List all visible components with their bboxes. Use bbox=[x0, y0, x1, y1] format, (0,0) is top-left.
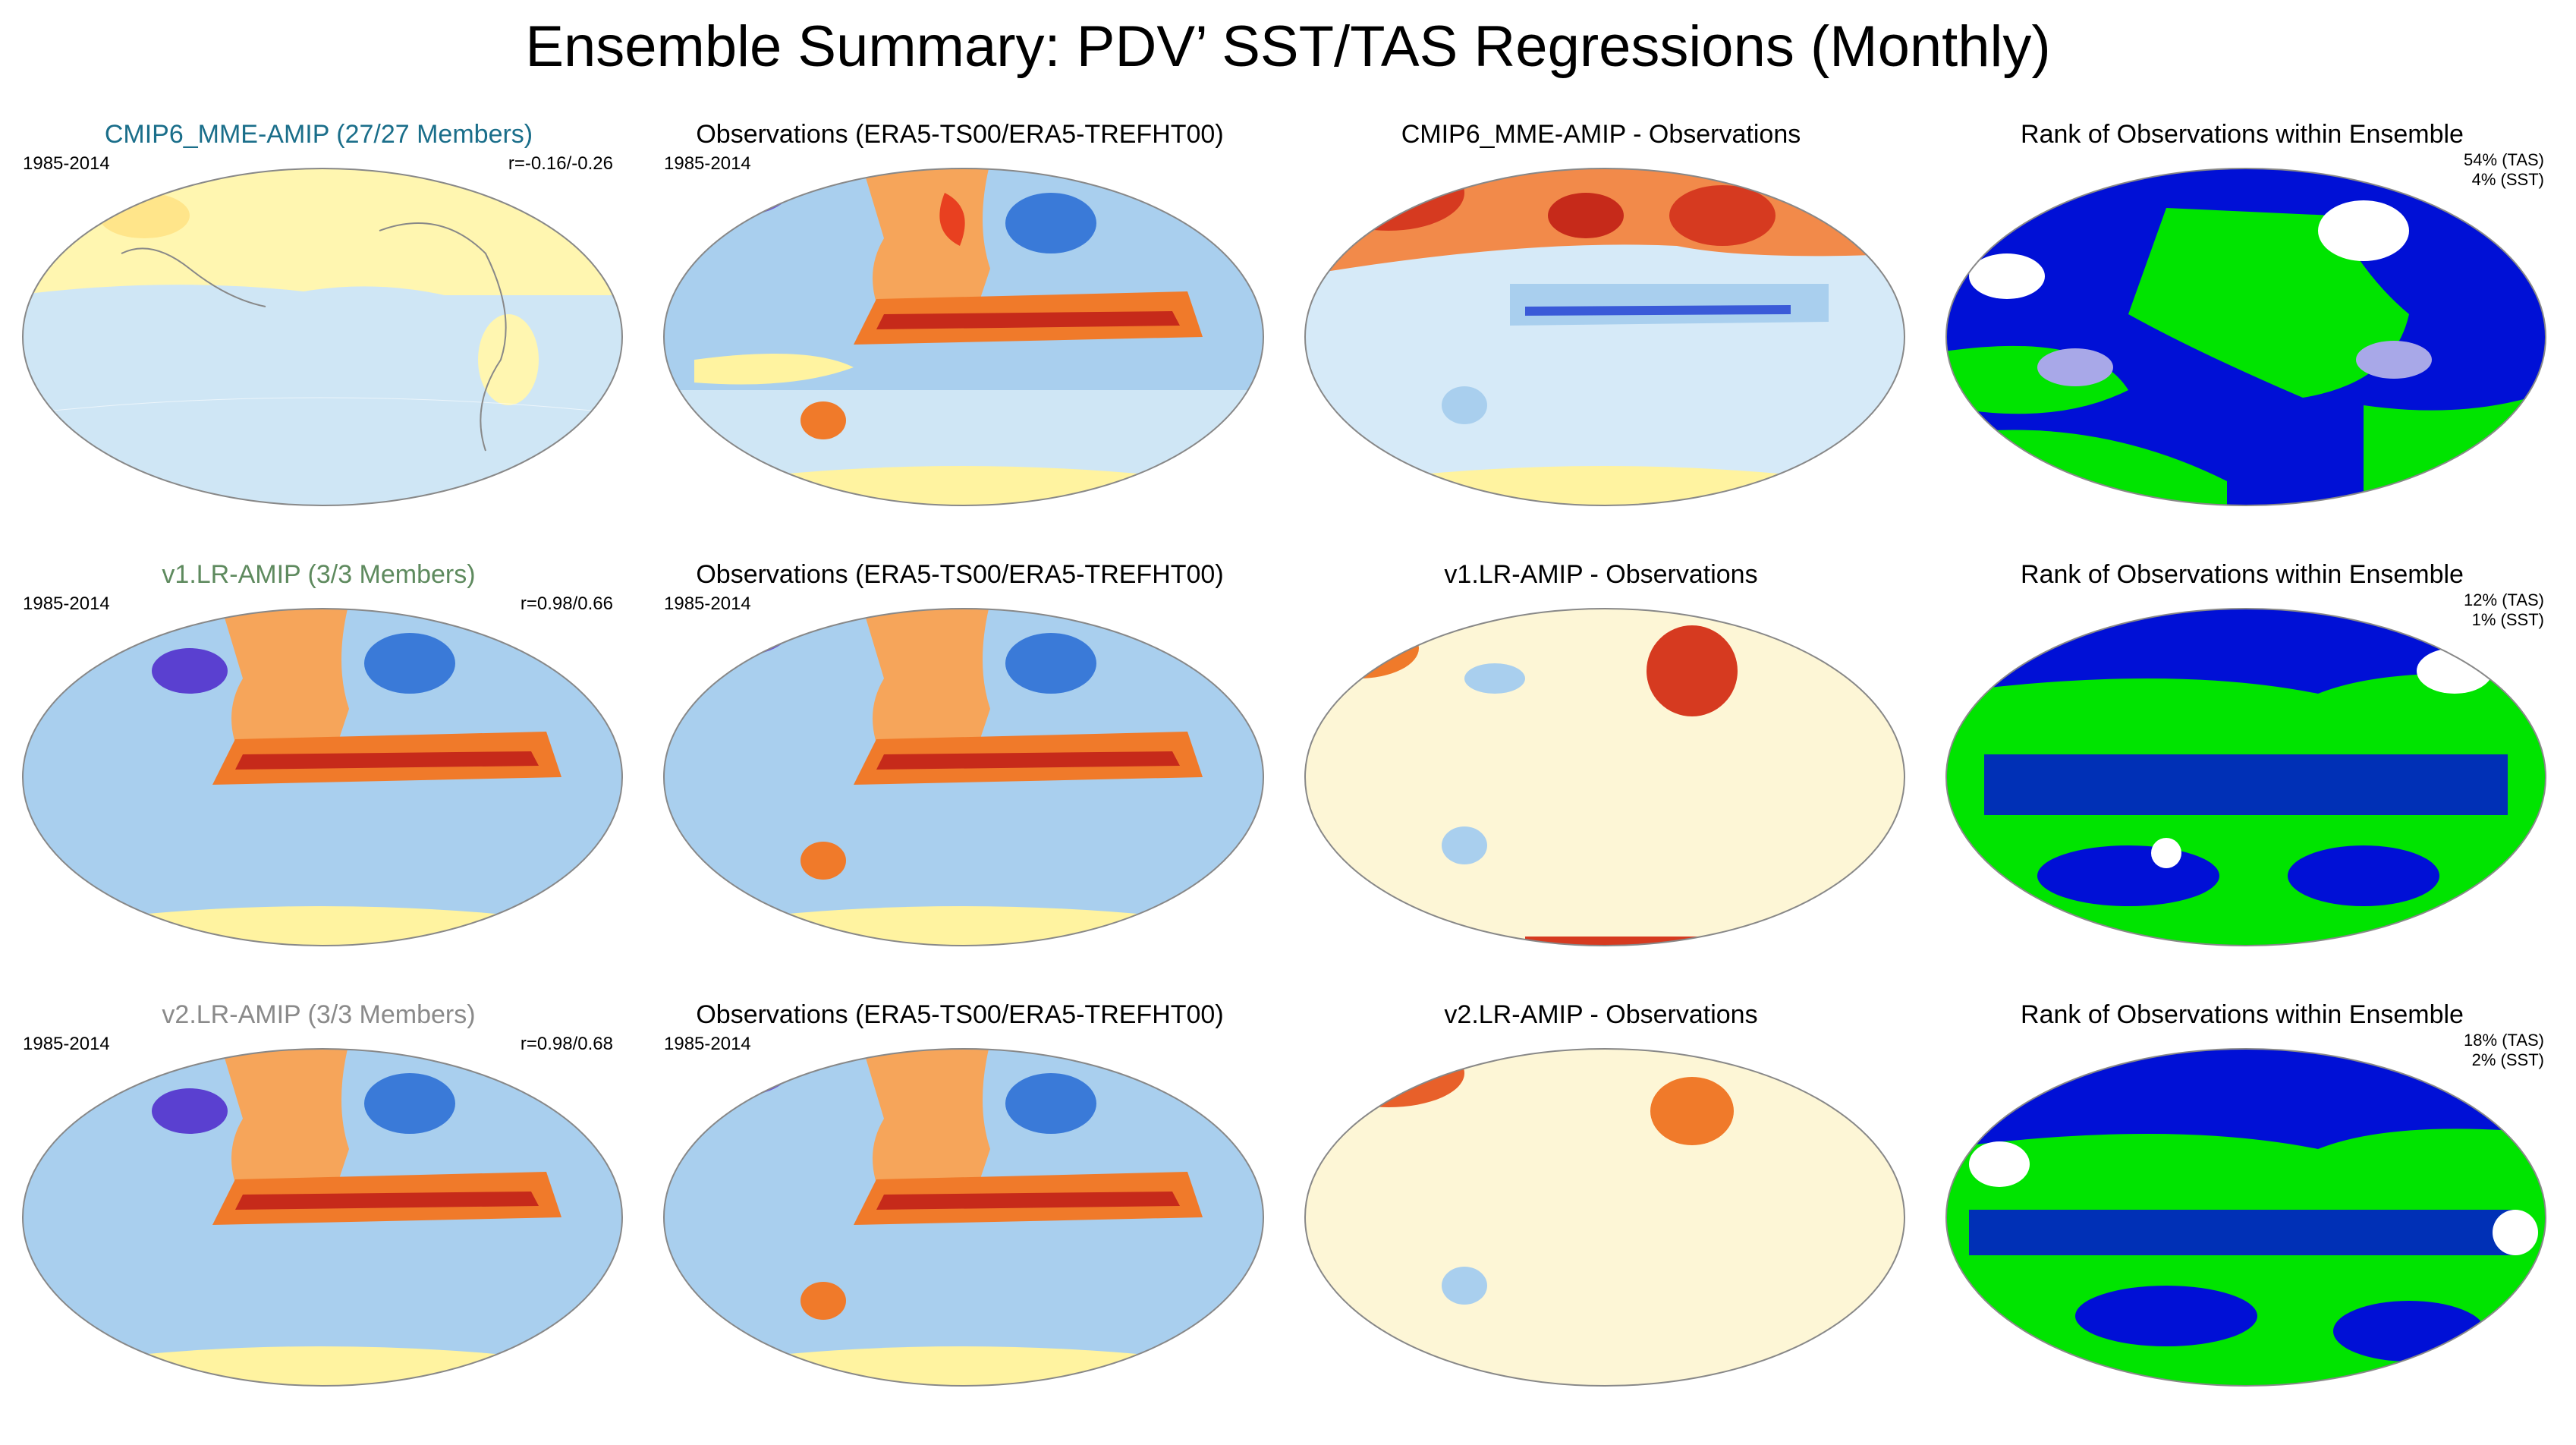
panel-rank: Rank of Observations within Ensemble 18%… bbox=[1931, 1000, 2553, 1402]
panel-title: Rank of Observations within Ensemble bbox=[2021, 120, 2464, 149]
correlation-label: r=-0.16/-0.26 bbox=[508, 153, 613, 174]
period-label: 1985-2014 bbox=[23, 153, 110, 174]
panel-observations: Observations (ERA5-TS00/ERA5-TREFHT00) 1… bbox=[649, 1000, 1271, 1402]
panel-v2-model: v2.LR-AMIP (3/3 Members) 1985-2014 r=0.9… bbox=[8, 1000, 630, 1402]
rank-tas-label: 18% (TAS) bbox=[2464, 1031, 2544, 1050]
period-label: 1985-2014 bbox=[664, 593, 751, 614]
panel-title: Rank of Observations within Ensemble bbox=[2021, 1000, 2464, 1029]
panel-rank: Rank of Observations within Ensemble 12%… bbox=[1931, 560, 2553, 962]
panel-observations: Observations (ERA5-TS00/ERA5-TREFHT00) 1… bbox=[649, 560, 1271, 962]
panel-title: CMIP6_MME-AMIP (27/27 Members) bbox=[104, 120, 533, 149]
rank-sst-label: 1% (SST) bbox=[2471, 610, 2544, 629]
rank-sst-label: 4% (SST) bbox=[2471, 170, 2544, 189]
figure-title: Ensemble Summary: PDV’ SST/TAS Regressio… bbox=[525, 14, 2051, 79]
rank-sst-label: 2% (SST) bbox=[2471, 1050, 2544, 1069]
map-difference bbox=[1297, 1043, 1912, 1392]
panel-cmip6-model: CMIP6_MME-AMIP (27/27 Members) 1985-2014… bbox=[8, 120, 630, 522]
panel-title: v1.LR-AMIP (3/3 Members) bbox=[162, 560, 476, 589]
panel-title: CMIP6_MME-AMIP - Observations bbox=[1401, 120, 1801, 149]
map-difference bbox=[1297, 603, 1912, 952]
map-rank bbox=[1939, 1043, 2553, 1392]
rank-tas-label: 54% (TAS) bbox=[2464, 150, 2544, 169]
panel-title: v2.LR-AMIP (3/3 Members) bbox=[162, 1000, 476, 1029]
panel-title: Observations (ERA5-TS00/ERA5-TREFHT00) bbox=[696, 120, 1224, 149]
panel-title: v2.LR-AMIP - Observations bbox=[1444, 1000, 1758, 1029]
period-label: 1985-2014 bbox=[664, 153, 751, 174]
map-observations bbox=[656, 162, 1271, 512]
map-observations bbox=[656, 603, 1271, 952]
map-rank bbox=[1939, 162, 2553, 512]
panel-rank: Rank of Observations within Ensemble 54%… bbox=[1931, 120, 2553, 522]
panel-title: v1.LR-AMIP - Observations bbox=[1444, 560, 1758, 589]
panel-title: Rank of Observations within Ensemble bbox=[2021, 560, 2464, 589]
panel-difference: CMIP6_MME-AMIP - Observations bbox=[1290, 120, 1912, 522]
panel-difference: v2.LR-AMIP - Observations bbox=[1290, 1000, 1912, 1402]
panel-title: Observations (ERA5-TS00/ERA5-TREFHT00) bbox=[696, 1000, 1224, 1029]
map-v2-model bbox=[15, 1043, 630, 1392]
period-label: 1985-2014 bbox=[664, 1034, 751, 1054]
map-difference bbox=[1297, 162, 1912, 512]
panel-v1-model: v1.LR-AMIP (3/3 Members) 1985-2014 r=0.9… bbox=[8, 560, 630, 962]
panel-difference: v1.LR-AMIP - Observations bbox=[1290, 560, 1912, 962]
map-v1-model bbox=[15, 603, 630, 952]
panel-observations: Observations (ERA5-TS00/ERA5-TREFHT00) 1… bbox=[649, 120, 1271, 522]
map-cmip6-model bbox=[15, 162, 630, 512]
period-label: 1985-2014 bbox=[23, 593, 110, 614]
panel-title: Observations (ERA5-TS00/ERA5-TREFHT00) bbox=[696, 560, 1224, 589]
period-label: 1985-2014 bbox=[23, 1034, 110, 1054]
correlation-label: r=0.98/0.66 bbox=[520, 593, 613, 614]
correlation-label: r=0.98/0.68 bbox=[520, 1034, 613, 1054]
map-observations bbox=[656, 1043, 1271, 1392]
rank-tas-label: 12% (TAS) bbox=[2464, 590, 2544, 609]
map-rank bbox=[1939, 603, 2553, 952]
